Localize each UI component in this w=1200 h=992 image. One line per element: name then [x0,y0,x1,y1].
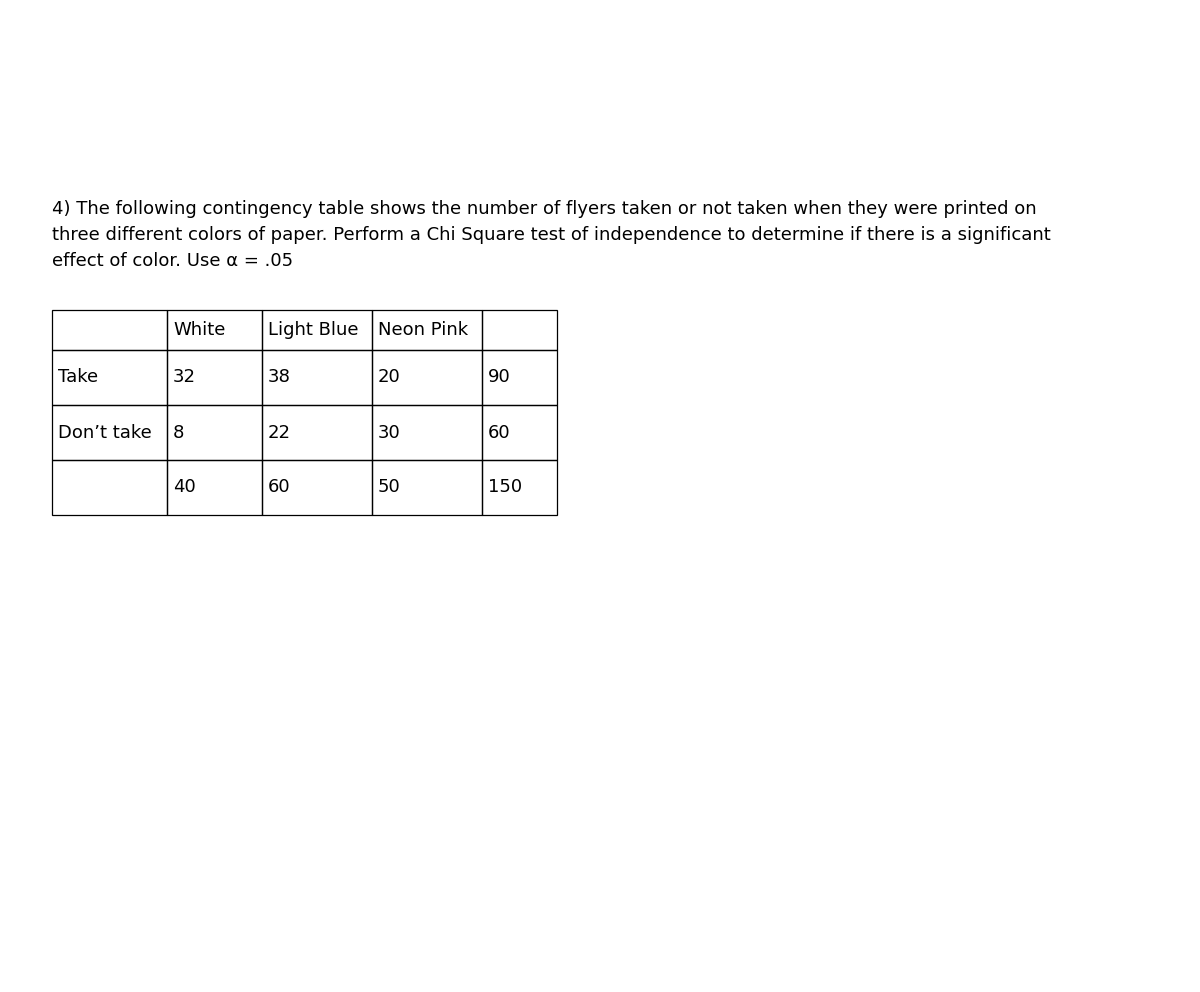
Text: Take: Take [58,368,98,387]
Text: 20: 20 [378,368,401,387]
Bar [482,350,557,405]
Text: three different colors of paper. Perform a Chi Square test of independence to de: three different colors of paper. Perform… [52,226,1051,244]
Text: 8: 8 [173,424,185,441]
Bar [167,350,262,405]
Text: Don’t take: Don’t take [58,424,151,441]
Text: Light Blue: Light Blue [268,321,359,339]
Bar [372,350,482,405]
Text: 22: 22 [268,424,292,441]
Bar [167,460,262,515]
Bar [262,405,372,460]
Text: 150: 150 [488,478,522,497]
Bar [167,405,262,460]
Bar [482,405,557,460]
Bar [372,405,482,460]
Text: 60: 60 [488,424,511,441]
Bar [482,310,557,350]
Text: 4) The following contingency table shows the number of flyers taken or not taken: 4) The following contingency table shows… [52,200,1037,218]
Bar [262,350,372,405]
Bar [52,310,167,350]
Bar [372,460,482,515]
Text: 32: 32 [173,368,196,387]
Text: White: White [173,321,226,339]
Bar [167,310,262,350]
Text: effect of color. Use α = .05: effect of color. Use α = .05 [52,252,293,270]
Text: Neon Pink: Neon Pink [378,321,468,339]
Text: 38: 38 [268,368,290,387]
Text: 30: 30 [378,424,401,441]
Text: 50: 50 [378,478,401,497]
Bar [262,460,372,515]
Bar [52,350,167,405]
Bar [52,405,167,460]
Bar [52,460,167,515]
Bar [262,310,372,350]
Bar [372,310,482,350]
Text: 60: 60 [268,478,290,497]
Text: 40: 40 [173,478,196,497]
Bar [482,460,557,515]
Text: 90: 90 [488,368,511,387]
